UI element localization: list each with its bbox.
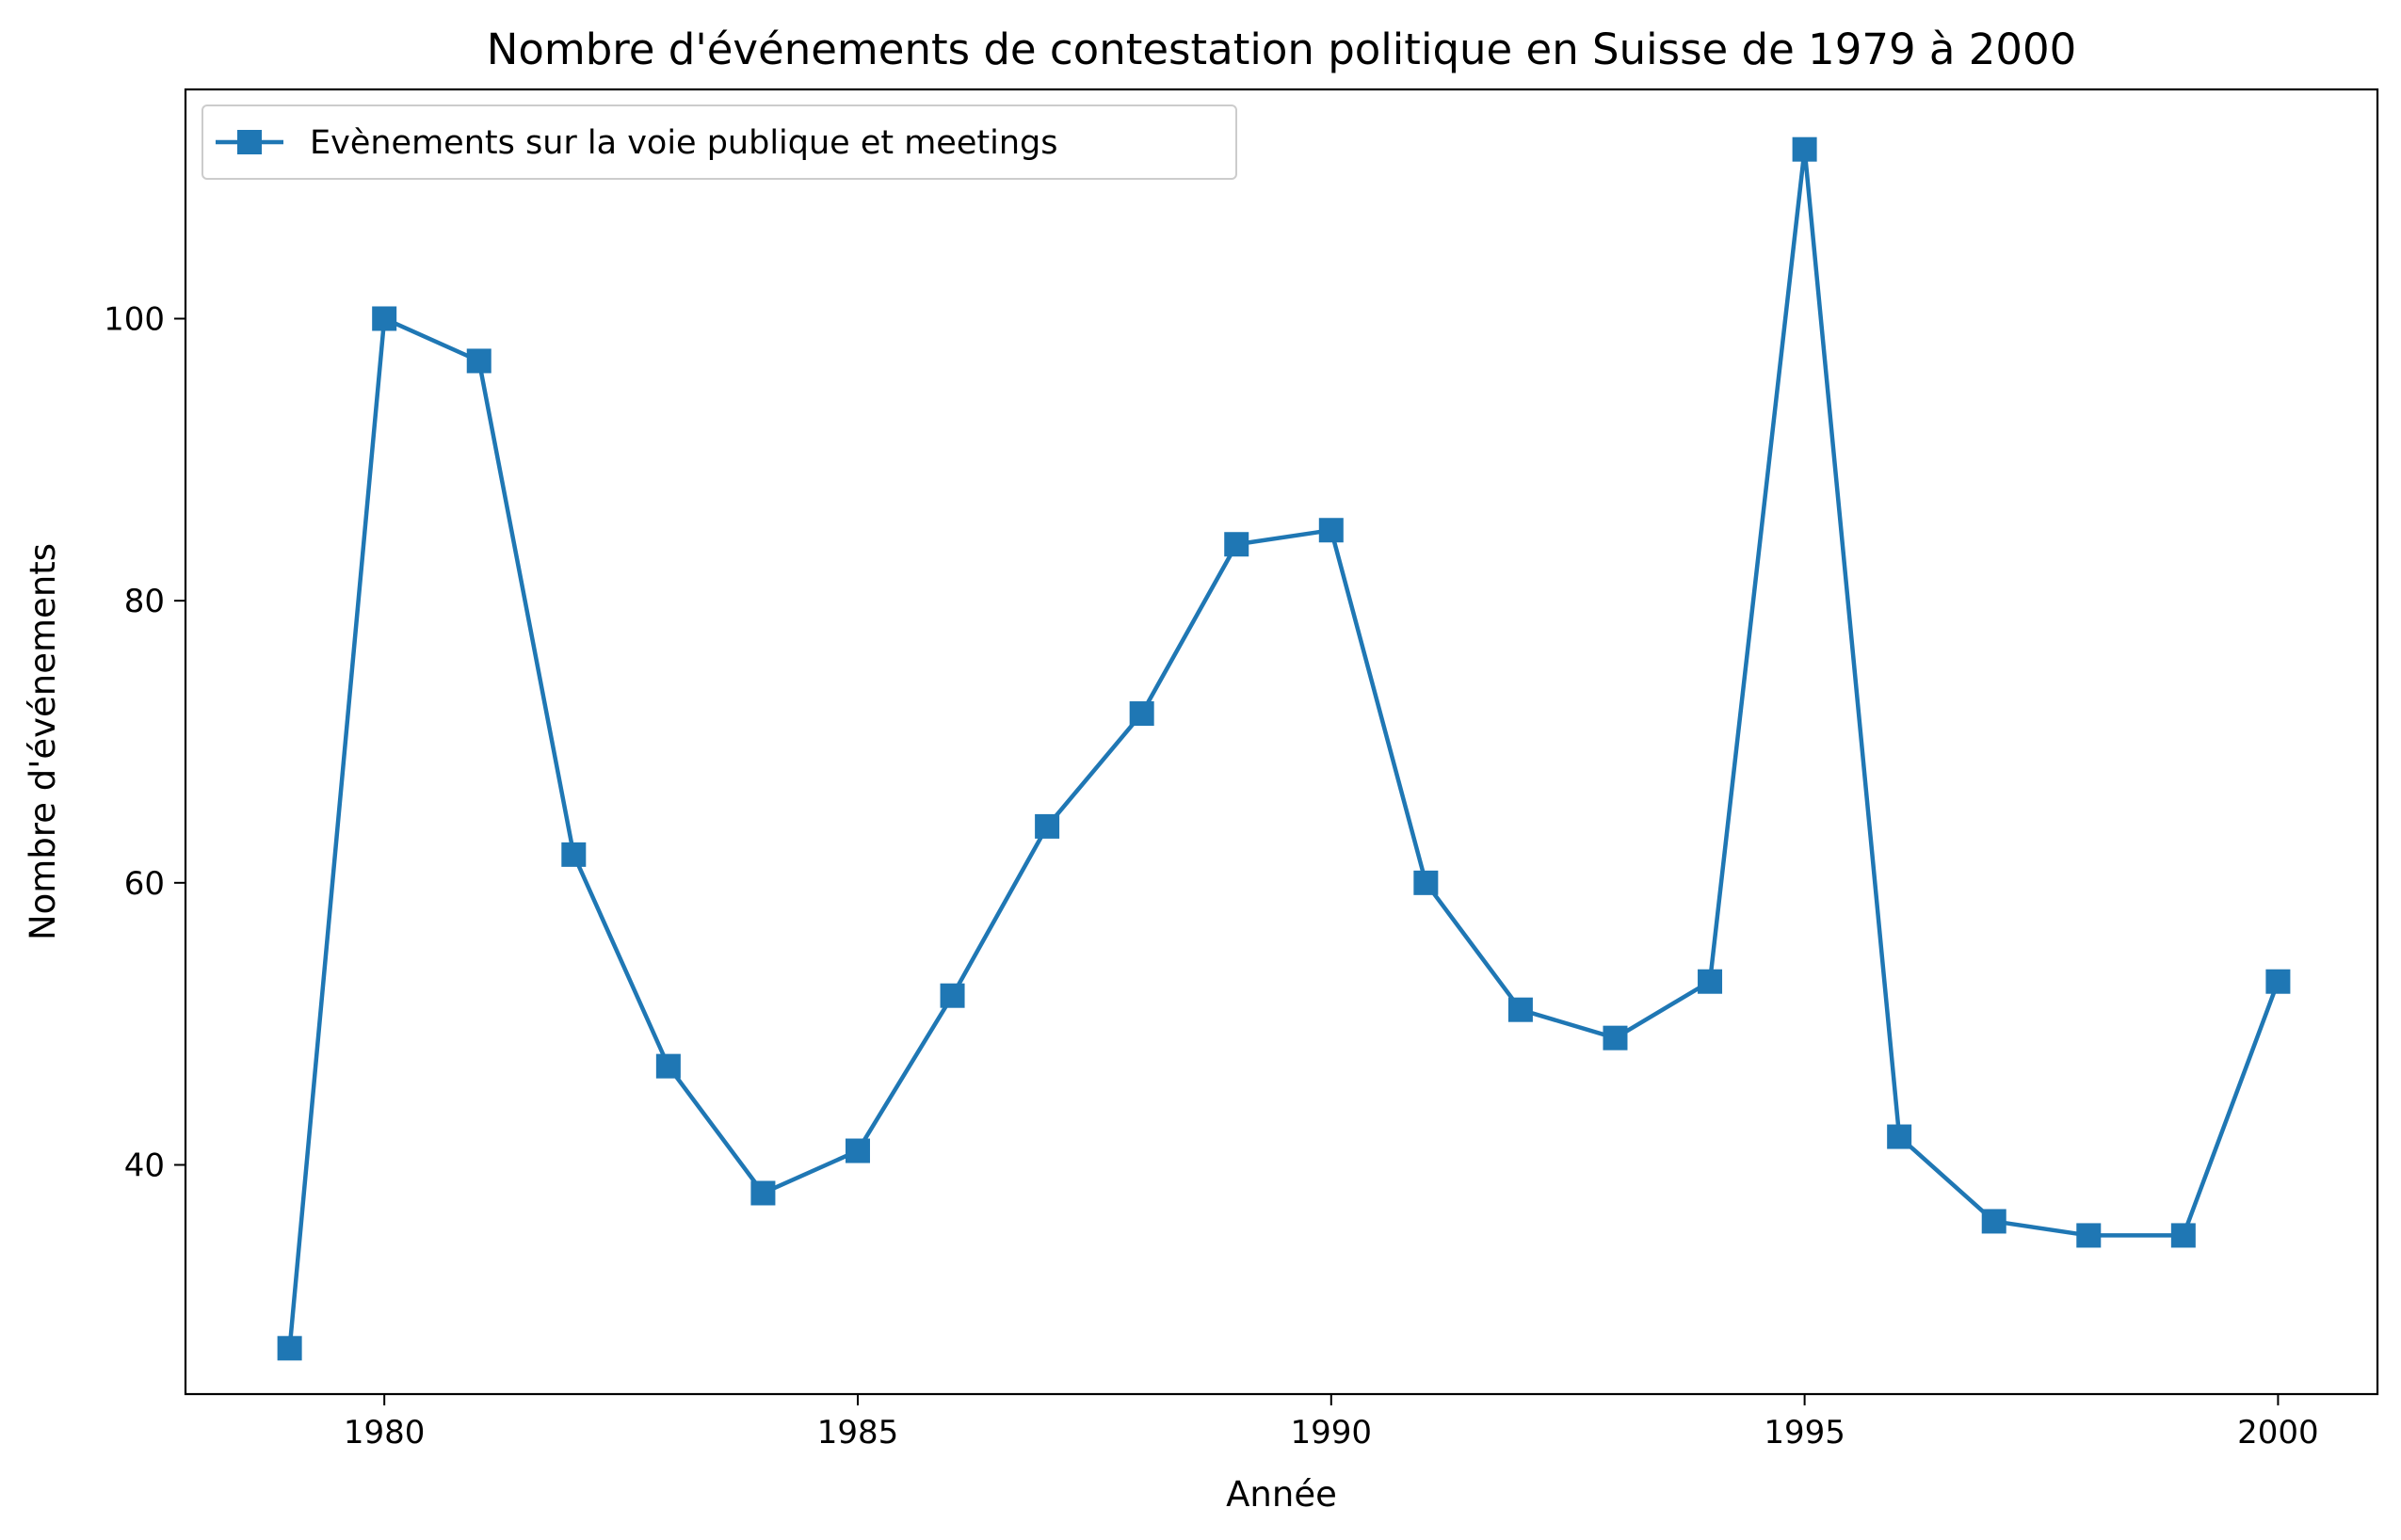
plot-area (184, 88, 2379, 1396)
data-point-marker (1224, 532, 1249, 557)
data-point-marker (1981, 1209, 2006, 1234)
data-point-marker (1318, 518, 1344, 543)
x-tick-label: 1995 (1764, 1414, 1845, 1452)
y-tick-label: 80 (124, 583, 165, 620)
legend-marker-swatch (237, 130, 262, 154)
data-point-marker (561, 842, 587, 867)
data-point-marker (1603, 1025, 1628, 1051)
y-axis-label: Nombre d'événements (23, 543, 63, 940)
data-point-marker (1129, 701, 1154, 727)
legend-box (201, 104, 1237, 180)
x-tick-label: 1990 (1291, 1414, 1373, 1452)
data-point-marker (750, 1180, 776, 1206)
x-tick-label: 1985 (817, 1414, 899, 1452)
data-point-marker (1035, 813, 1060, 839)
y-tick-label: 40 (124, 1147, 165, 1185)
data-point-marker (372, 306, 397, 331)
data-point-marker (277, 1336, 302, 1361)
data-point-marker (1887, 1124, 1912, 1149)
chart-title: Nombre d'événements de contestation poli… (487, 24, 2077, 74)
legend: Evènements sur la voie publique et meeti… (201, 104, 1237, 180)
data-point-marker (1792, 136, 1817, 162)
data-point-marker (2076, 1223, 2102, 1248)
data-point-marker (1413, 870, 1439, 895)
legend-label: Evènements sur la voie publique et meeti… (310, 124, 1057, 162)
x-tick-label: 1980 (344, 1414, 426, 1452)
y-tick-label: 100 (104, 300, 165, 338)
data-point-marker (1507, 997, 1533, 1022)
data-point-marker (466, 348, 491, 374)
data-point-marker (2170, 1223, 2196, 1248)
data-point-marker (940, 983, 965, 1008)
series-line (287, 147, 2280, 1349)
data-point-marker (845, 1138, 870, 1163)
x-axis-label: Année (1226, 1474, 1337, 1515)
data-point-marker (1698, 969, 1723, 994)
y-axis: 40 60 80 100 (104, 300, 185, 1185)
data-point-marker (655, 1053, 681, 1079)
x-axis: 1980 1985 1990 1995 2000 (344, 1394, 2319, 1452)
y-tick-label: 60 (124, 865, 165, 903)
data-point-marker (2265, 969, 2291, 994)
series-layer (277, 136, 2291, 1361)
x-tick-label: 2000 (2237, 1414, 2319, 1452)
axes-frame (184, 88, 2379, 1396)
